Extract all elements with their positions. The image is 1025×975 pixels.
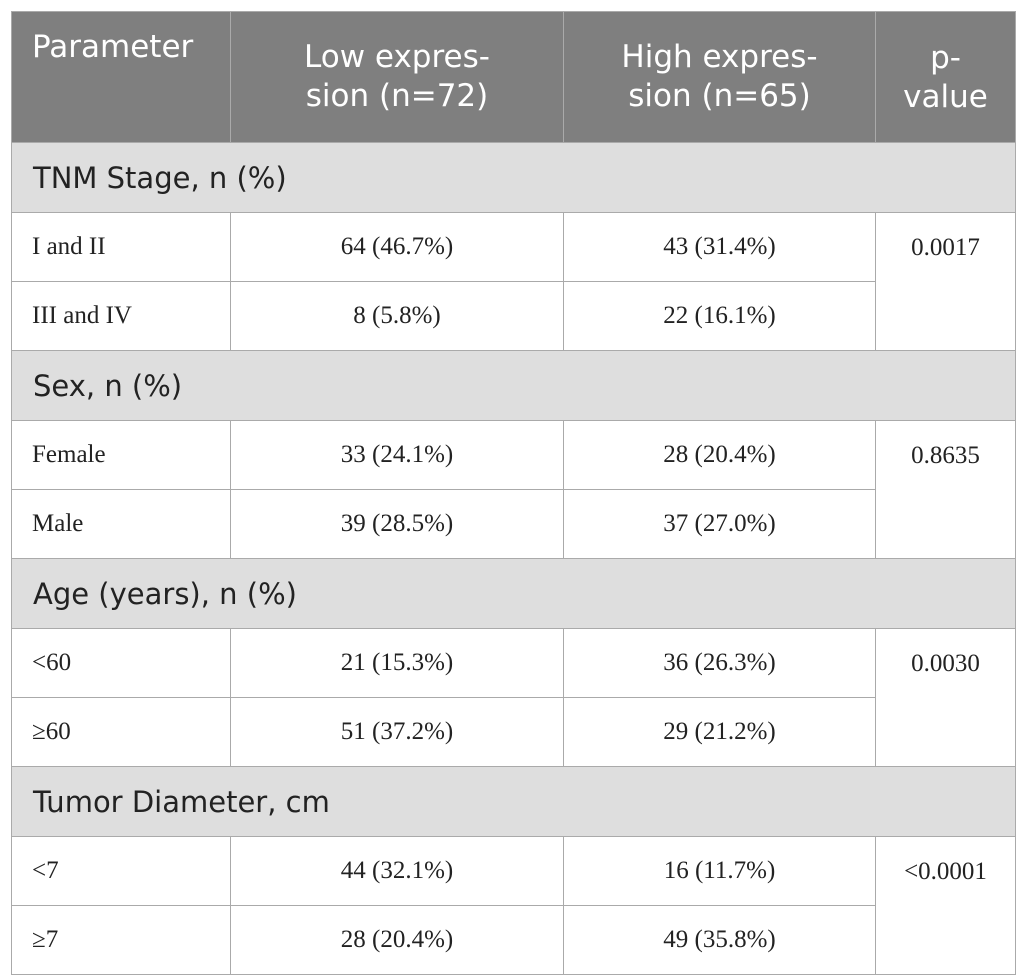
row-label: Female xyxy=(11,420,231,490)
low-expression-value: 21 (15.3%) xyxy=(230,628,564,698)
section-title: TNM Stage, n (%) xyxy=(11,142,1016,213)
header-parameter: Parameter xyxy=(11,11,231,143)
high-expression-value: 37 (27.0%) xyxy=(563,489,876,559)
row-label: Male xyxy=(11,489,231,559)
p-value: 0.0030 xyxy=(875,628,1016,767)
table-row: Female 33 (24.1%) 28 (20.4%) 0.8635 xyxy=(11,420,1016,559)
table-row: ≥7 28 (20.4%) 49 (35.8%) xyxy=(11,905,1016,975)
high-expression-value: 28 (20.4%) xyxy=(563,420,876,490)
header-row: Parameter Low expres- sion (n=72) High e… xyxy=(11,11,1016,143)
high-expression-value: 49 (35.8%) xyxy=(563,905,876,975)
row-label: I and II xyxy=(11,212,231,282)
table-row: Male 39 (28.5%) 37 (27.0%) xyxy=(11,489,1016,559)
row-label: <7 xyxy=(11,836,231,906)
high-expression-value: 36 (26.3%) xyxy=(563,628,876,698)
high-expression-value: 29 (21.2%) xyxy=(563,697,876,767)
p-value: 0.0017 xyxy=(875,212,1016,351)
high-expression-value: 43 (31.4%) xyxy=(563,212,876,282)
row-label: ≥60 xyxy=(11,697,231,767)
table-row: I and II 64 (46.7%) 43 (31.4%) 0.0017 xyxy=(11,212,1016,351)
low-expression-value: 44 (32.1%) xyxy=(230,836,564,906)
section-title: Sex, n (%) xyxy=(11,350,1016,421)
low-expression-value: 8 (5.8%) xyxy=(230,281,564,351)
section-title: Age (years), n (%) xyxy=(11,558,1016,629)
section-row-tnm-stage: TNM Stage, n (%) xyxy=(11,142,1016,213)
low-expression-value: 28 (20.4%) xyxy=(230,905,564,975)
table-row: <7 44 (32.1%) 16 (11.7%) <0.0001 xyxy=(11,836,1016,975)
p-value: 0.8635 xyxy=(875,420,1016,559)
header-high-expression: High expres- sion (n=65) xyxy=(563,11,876,143)
table-row: <60 21 (15.3%) 36 (26.3%) 0.0030 xyxy=(11,628,1016,767)
high-expression-value: 16 (11.7%) xyxy=(563,836,876,906)
section-title: Tumor Diameter, cm xyxy=(11,766,1016,837)
row-label: <60 xyxy=(11,628,231,698)
section-row-sex: Sex, n (%) xyxy=(11,350,1016,421)
low-expression-value: 51 (37.2%) xyxy=(230,697,564,767)
clinical-characteristics-table: Parameter Low expres- sion (n=72) High e… xyxy=(11,11,1016,975)
row-label: ≥7 xyxy=(11,905,231,975)
header-low-expression: Low expres- sion (n=72) xyxy=(230,11,564,143)
section-row-age: Age (years), n (%) xyxy=(11,558,1016,629)
section-row-tumor-diameter: Tumor Diameter, cm xyxy=(11,766,1016,837)
high-expression-value: 22 (16.1%) xyxy=(563,281,876,351)
p-value: <0.0001 xyxy=(875,836,1016,975)
table-row: III and IV 8 (5.8%) 22 (16.1%) xyxy=(11,281,1016,351)
low-expression-value: 64 (46.7%) xyxy=(230,212,564,282)
header-p-value: p- value xyxy=(875,11,1016,143)
row-label: III and IV xyxy=(11,281,231,351)
low-expression-value: 39 (28.5%) xyxy=(230,489,564,559)
table-row: ≥60 51 (37.2%) 29 (21.2%) xyxy=(11,697,1016,767)
low-expression-value: 33 (24.1%) xyxy=(230,420,564,490)
